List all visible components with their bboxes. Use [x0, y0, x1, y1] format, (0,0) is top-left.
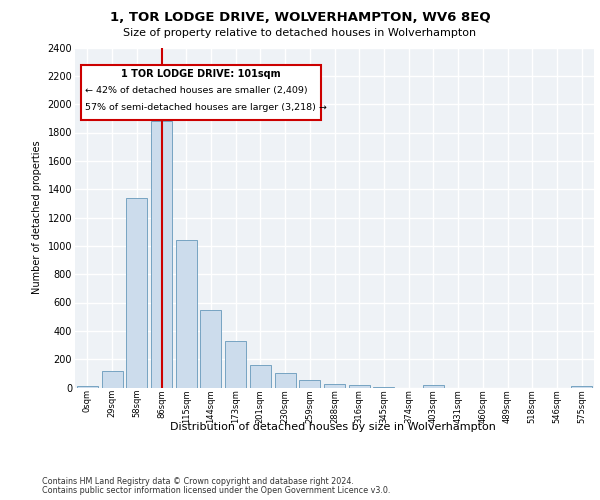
Text: 1 TOR LODGE DRIVE: 101sqm: 1 TOR LODGE DRIVE: 101sqm	[121, 69, 281, 79]
Y-axis label: Number of detached properties: Number of detached properties	[32, 140, 42, 294]
Bar	[373, 387, 394, 388]
Text: Size of property relative to detached houses in Wolverhampton: Size of property relative to detached ho…	[124, 28, 476, 38]
Text: Distribution of detached houses by size in Wolverhampton: Distribution of detached houses by size …	[170, 422, 496, 432]
Bar	[151, 121, 172, 388]
Bar	[225, 341, 246, 388]
Bar	[349, 385, 370, 388]
Bar	[176, 240, 197, 388]
Bar	[275, 372, 296, 388]
Text: Contains public sector information licensed under the Open Government Licence v3: Contains public sector information licen…	[42, 486, 391, 495]
Bar	[126, 198, 147, 388]
Bar	[200, 310, 221, 388]
Bar	[571, 386, 592, 388]
Text: 57% of semi-detached houses are larger (3,218) →: 57% of semi-detached houses are larger (…	[85, 102, 327, 112]
Bar	[423, 384, 444, 388]
Text: ← 42% of detached houses are smaller (2,409): ← 42% of detached houses are smaller (2,…	[85, 86, 308, 95]
Bar	[77, 386, 98, 388]
Bar	[324, 384, 345, 388]
Bar	[299, 380, 320, 388]
Bar	[101, 370, 122, 388]
Text: Contains HM Land Registry data © Crown copyright and database right 2024.: Contains HM Land Registry data © Crown c…	[42, 477, 354, 486]
Bar	[250, 365, 271, 388]
Text: 1, TOR LODGE DRIVE, WOLVERHAMPTON, WV6 8EQ: 1, TOR LODGE DRIVE, WOLVERHAMPTON, WV6 8…	[110, 11, 490, 24]
